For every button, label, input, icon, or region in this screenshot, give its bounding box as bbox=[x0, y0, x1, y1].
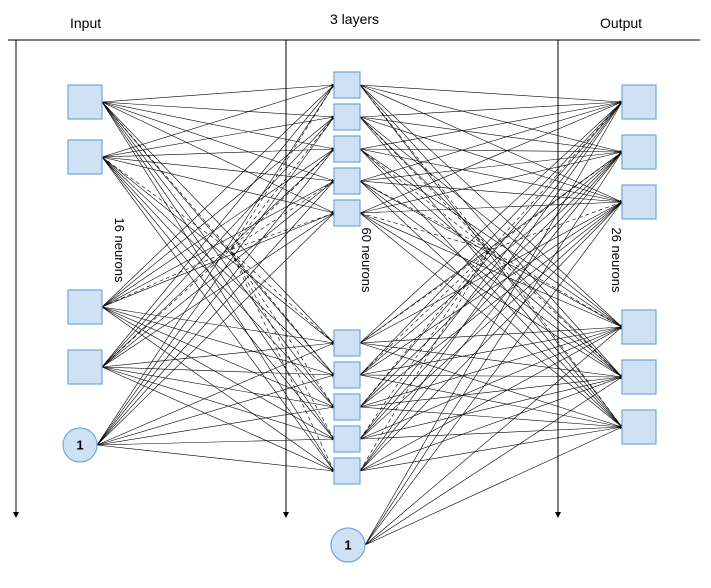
input-node-0 bbox=[68, 85, 102, 119]
edge-hidden-output bbox=[360, 102, 622, 117]
hidden-node-8 bbox=[334, 426, 360, 452]
edge-hidden-output bbox=[360, 102, 622, 343]
edge-input-hidden bbox=[102, 117, 334, 367]
header-input: Input bbox=[70, 15, 101, 31]
edge-bias-input-hidden bbox=[97, 181, 334, 445]
edge-input-hidden bbox=[102, 102, 334, 439]
hidden-node-7 bbox=[334, 394, 360, 420]
edge-hidden-output bbox=[360, 427, 622, 439]
edge-hidden-output bbox=[360, 85, 622, 327]
hidden-node-9 bbox=[334, 458, 360, 484]
edge-hidden-output bbox=[360, 149, 622, 152]
edge-input-hidden bbox=[102, 85, 334, 102]
title: 3 layers bbox=[330, 11, 379, 27]
edge-input-hidden bbox=[102, 307, 334, 375]
edge-hidden-output bbox=[360, 117, 622, 427]
ellipsis-edge bbox=[230, 85, 334, 250]
edge-hidden-output bbox=[360, 213, 622, 327]
nodes-layer: 11 bbox=[63, 72, 656, 562]
ellipsis-edge bbox=[230, 213, 334, 250]
ellipsis-edge bbox=[230, 181, 334, 250]
output-node-0 bbox=[622, 85, 656, 119]
hidden-node-2 bbox=[334, 136, 360, 162]
edge-bias-input-hidden bbox=[97, 439, 334, 445]
edge-hidden-output bbox=[360, 102, 622, 439]
col-label-output: 26 neurons bbox=[609, 227, 624, 293]
hidden-node-0 bbox=[334, 72, 360, 98]
edge-hidden-output bbox=[360, 202, 622, 375]
edge-input-hidden bbox=[102, 213, 334, 307]
output-node-5 bbox=[622, 410, 656, 444]
ellipsis-edge bbox=[230, 250, 334, 375]
ellipsis-edge bbox=[490, 152, 622, 250]
edge-input-hidden bbox=[102, 343, 334, 367]
edge-hidden-output bbox=[360, 85, 622, 377]
input-node-3 bbox=[68, 350, 102, 384]
hidden-node-1 bbox=[334, 104, 360, 130]
edge-hidden-output bbox=[360, 427, 622, 471]
output-node-4 bbox=[622, 360, 656, 394]
col-label-input: 16 neurons bbox=[112, 217, 127, 283]
input-node-2 bbox=[68, 290, 102, 324]
edge-hidden-output bbox=[360, 117, 622, 377]
edge-input-hidden bbox=[102, 102, 334, 117]
edge-input-hidden bbox=[102, 157, 334, 407]
edge-input-hidden bbox=[102, 117, 334, 157]
output-node-2 bbox=[622, 185, 656, 219]
edge-bias-input-hidden bbox=[97, 85, 334, 445]
edge-hidden-output bbox=[360, 152, 622, 407]
edge-input-hidden bbox=[102, 367, 334, 439]
edge-hidden-output bbox=[360, 152, 622, 375]
edge-input-hidden bbox=[102, 307, 334, 471]
ellipsis-edge bbox=[490, 202, 622, 250]
ellipsis-edge bbox=[360, 117, 490, 250]
edge-hidden-output bbox=[360, 117, 622, 202]
col-label-hidden: 60 neurons bbox=[359, 227, 374, 293]
edge-hidden-output bbox=[360, 149, 622, 377]
edge-hidden-output bbox=[360, 85, 622, 102]
edge-input-hidden bbox=[102, 367, 334, 375]
edge-input-hidden bbox=[102, 85, 334, 157]
hidden-node-6 bbox=[334, 362, 360, 388]
ellipsis-edge bbox=[230, 250, 334, 407]
header-output: Output bbox=[600, 15, 642, 31]
edge-bias-input-hidden bbox=[97, 343, 334, 445]
edge-hidden-output bbox=[360, 202, 622, 471]
bias-hidden-label: 1 bbox=[344, 538, 351, 553]
edge-input-hidden bbox=[102, 117, 334, 307]
edge-hidden-output bbox=[360, 327, 622, 471]
edge-hidden-output bbox=[360, 152, 622, 343]
edge-hidden-output bbox=[360, 202, 622, 343]
hidden-node-3 bbox=[334, 168, 360, 194]
edge-bias-input-hidden bbox=[97, 407, 334, 445]
edge-input-hidden bbox=[102, 102, 334, 407]
edge-hidden-output bbox=[360, 181, 622, 377]
ellipsis-edge bbox=[360, 181, 490, 250]
output-node-3 bbox=[622, 310, 656, 344]
edge-input-hidden bbox=[102, 157, 334, 439]
edge-hidden-output bbox=[360, 377, 622, 439]
bias-input-label: 1 bbox=[76, 438, 83, 453]
ellipsis-edge bbox=[360, 213, 490, 250]
edge-input-hidden bbox=[102, 157, 334, 375]
output-node-1 bbox=[622, 135, 656, 169]
edge-bias-hidden-output bbox=[365, 327, 622, 545]
edge-input-hidden bbox=[102, 157, 334, 471]
edge-hidden-output bbox=[360, 327, 622, 343]
edge-input-hidden bbox=[102, 307, 334, 407]
edge-bias-input-hidden bbox=[97, 445, 334, 471]
hidden-node-4 bbox=[334, 200, 360, 226]
edge-input-hidden bbox=[102, 149, 334, 307]
edge-hidden-output bbox=[360, 152, 622, 471]
hidden-node-5 bbox=[334, 330, 360, 356]
edge-input-hidden bbox=[102, 181, 334, 307]
ellipsis-edge bbox=[230, 117, 334, 250]
input-node-1 bbox=[68, 140, 102, 174]
